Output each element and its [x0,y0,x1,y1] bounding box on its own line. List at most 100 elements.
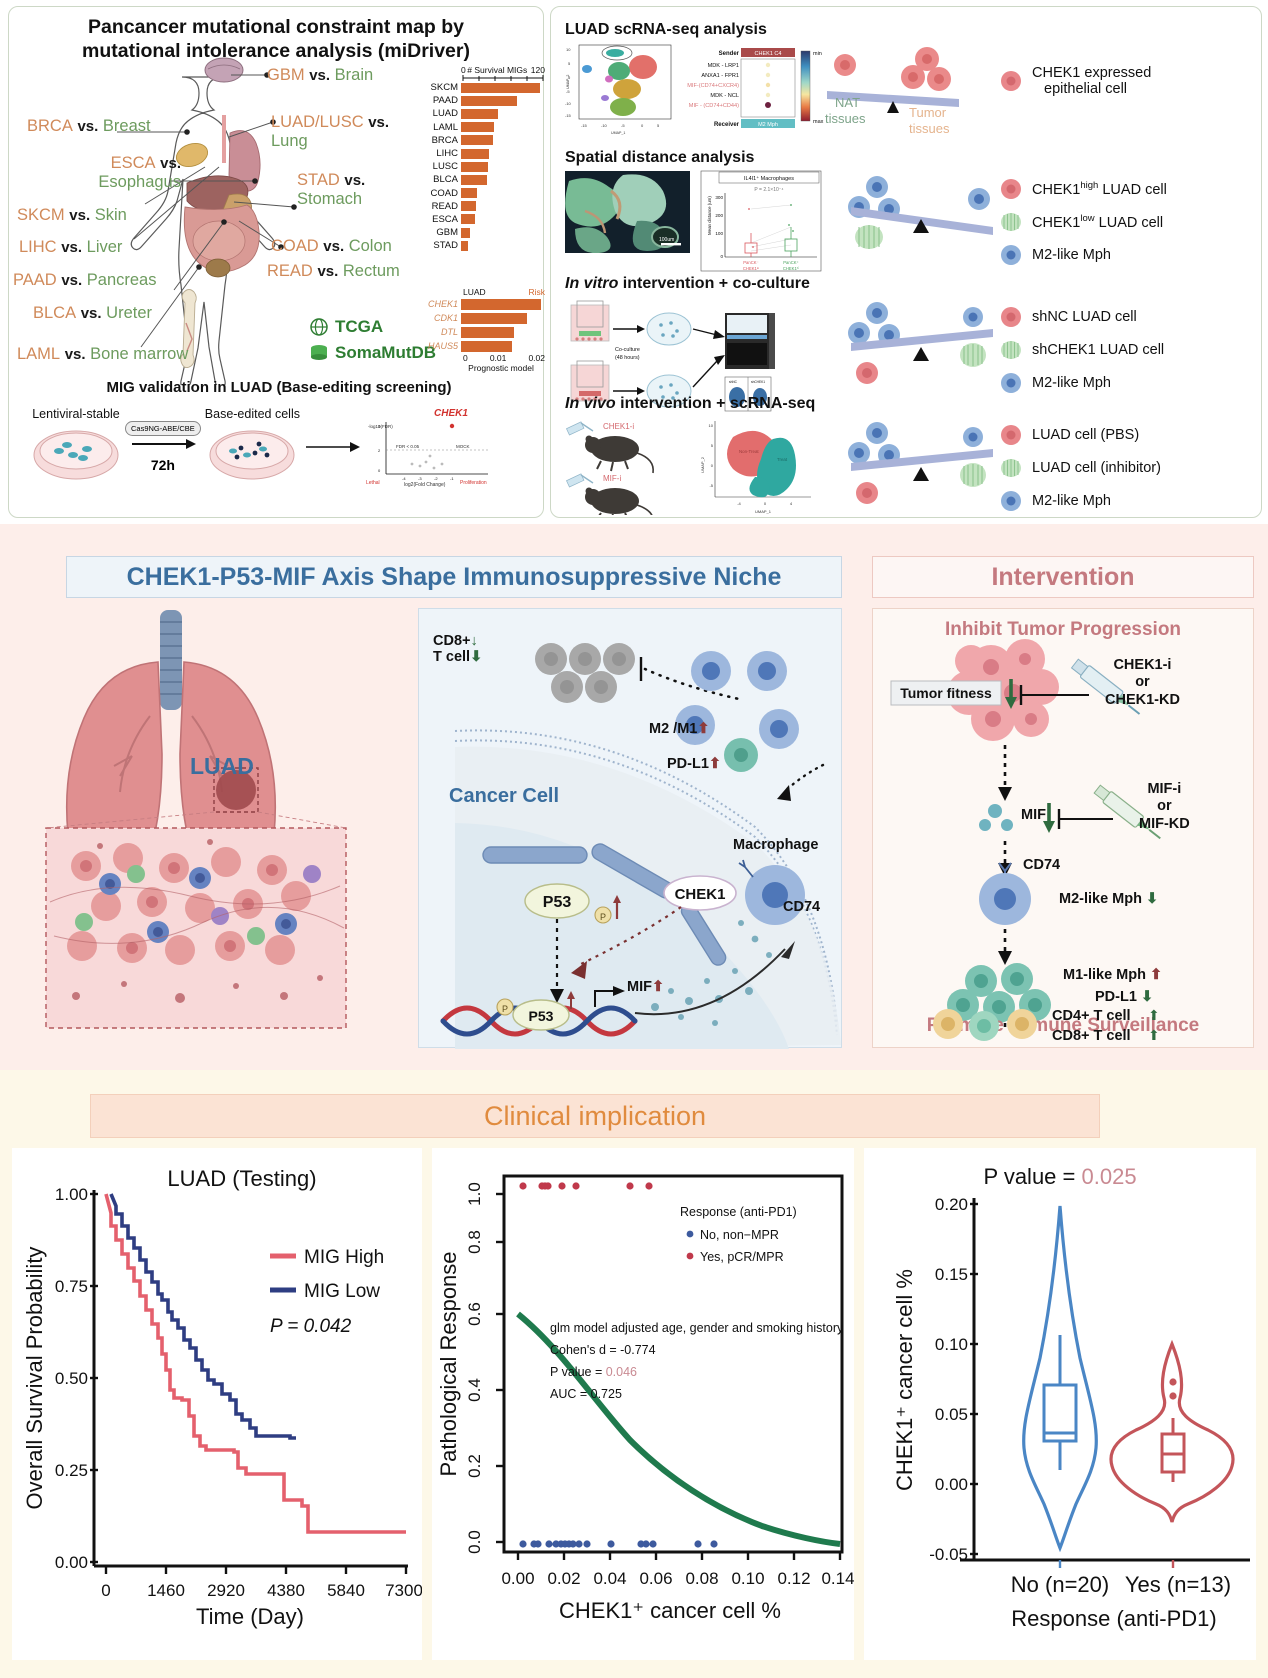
violin-shape-yes [1109,1339,1235,1523]
svg-text:0: 0 [764,501,767,506]
syringe-icon-mif [1093,784,1161,840]
svg-text:Non-Treat: Non-Treat [739,449,759,454]
km-legend-mig-high: MIG High [304,1247,384,1268]
glm-annotation-auc: AUC = 0.725 [550,1387,622,1401]
km-pvalue: P = 0.042 [270,1316,352,1337]
green-cell-icon [855,225,883,249]
transwell-top-icon [570,300,610,342]
svg-text:5840: 5840 [327,1581,365,1600]
svg-text:0: 0 [641,123,644,128]
km-legend-mig-low: MIG Low [304,1281,380,1302]
mig-bar-label: STAD [433,240,458,252]
glm-legend-title: Response (anti-PD1) [680,1205,797,1219]
violin-group-yes: Yes (n=13) [1125,1572,1231,1597]
svg-text:1.0: 1.0 [465,1182,484,1206]
svg-text:-2: -2 [434,476,438,481]
svg-text:0.4: 0.4 [465,1378,484,1402]
svg-text:5: 5 [657,123,660,128]
svg-text:P = 2.1×10⁻⁴: P = 2.1×10⁻⁴ [754,187,783,193]
mig-bar-row: STAD [427,239,545,252]
svg-text:MOCK: MOCK [456,444,470,449]
svg-text:shCHEK1: shCHEK1 [751,380,765,384]
organ-label-blca: BLCA vs. Ureter [33,304,152,322]
svg-text:0.08: 0.08 [685,1569,718,1588]
svg-text:0.15: 0.15 [935,1265,968,1284]
svg-text:-15: -15 [565,113,572,118]
legend-text-line2: epithelial cell [1044,81,1128,97]
glm-annotation-cohen: Cohen's d = -0.774 [550,1343,656,1357]
legend-item-m2-mph-2: M2-like Mph [999,371,1164,395]
mig-bar-row: ESCA [427,213,545,226]
leader-lines [117,72,297,348]
chek1-inhibitor-label: CHEK1-i or CHEK1-KD [1105,657,1180,708]
svg-text:PanCK⁺: PanCK⁺ [783,260,798,265]
svg-text:3: 3 [378,424,381,429]
cd4-tcell-label: CD4+ T cell [1052,1008,1131,1024]
mig-bar-label: LIHC [436,148,458,160]
legend-text-line1: CHEK1 expressed [1032,65,1152,81]
legend-item-shnc: shNC LUAD cell [999,305,1164,329]
mig-bar-label: BLCA [433,174,458,186]
svg-text:CHEK1 C4: CHEK1 C4 [755,51,782,57]
invitro-coculture-diagram: Co-culture (48 hours) shNC shCHEK1 [570,300,775,412]
svg-text:100um: 100um [659,237,674,243]
organ-label-luad-lusc: LUAD/LUSC vs. Lung [271,113,390,150]
tcga-label: TCGA [335,317,384,336]
mig-bar [461,122,494,133]
svg-text:0.8: 0.8 [465,1230,484,1254]
cd8-tcell-label: CD8+↓ T cell⬇ [433,633,483,665]
mig-bar [461,148,489,159]
svg-text:Receiver: Receiver [714,122,740,128]
intervention-title-box: Intervention [872,556,1254,598]
legend-group-3: shNC LUAD cell shCHEK1 LUAD cell M2-like… [999,305,1164,404]
mig-bar-label: PAAD [432,95,458,107]
svg-text:-10: -10 [601,123,608,128]
violin-plot-card: P value = 0.025 0.20 0.15 0.10 0.05 0.00 -0.… [864,1148,1256,1660]
human-body-illustration [130,57,276,385]
database-icon [311,345,327,360]
chek1-violin-plot: P value = 0.025 0.20 0.15 0.10 0.05 0.00 -0.… [892,1164,1250,1631]
mig-validation-flow: Lentiviral-stable Cas9NG-ABE/CBE 72h Bas… [19,404,539,490]
experimental-workflow-panel: LUAD scRNA-seq analysis 10 5 0 -5 -10 -15 -1… [550,6,1262,518]
risk-bar-row: HAUS5 [427,339,545,353]
mig-axis [462,75,544,81]
glm-response-plot: 0.0 0.2 0.4 0.6 0.8 1.0 Pathological Res… [436,1174,855,1623]
cas9-enzyme-label: Cas9NG-ABE/CBE [125,421,201,436]
blue-mph-icon [1001,491,1021,511]
svg-text:200: 200 [715,213,723,218]
svg-text:10: 10 [566,47,571,52]
mig-bar [461,227,470,238]
svg-text:10: 10 [709,423,714,428]
risk-header-risk: Risk [528,287,545,297]
legend-item-m2-mph-3: M2-like Mph [999,489,1161,513]
svg-text:Co-culture: Co-culture [615,347,640,353]
risk-bar [461,326,515,338]
km-plot-title: LUAD (Testing) [167,1166,316,1191]
svg-text:FDR < 0.05: FDR < 0.05 [396,444,420,449]
svg-text:UMAP_2: UMAP_2 [566,75,570,89]
legend-item-luad-inhibitor: LUAD cell (inhibitor) [999,456,1161,480]
violin-pvalue-label: P value = 0.025 [983,1164,1136,1189]
mechanism-title-box: CHEK1-P53-MIF Axis Shape Immunosuppressi… [66,556,842,598]
svg-text:0.00: 0.00 [501,1569,534,1588]
svg-text:-5: -5 [621,123,625,128]
mig-x-max: 120 [530,65,545,75]
cancer-cell-diagram-box: P53 P CHEK1 P53 P [418,608,842,1049]
glm-ylabel: Pathological Response [436,1251,461,1476]
green-cell-icon [1001,341,1021,359]
organ-label-coad: COAD vs. Colon [271,237,392,255]
red-cell-icon [1001,71,1021,91]
svg-text:min: min [813,51,822,57]
svg-text:0.04: 0.04 [593,1569,626,1588]
m2-mph-down-label: M2-like Mph ⬇ [1059,891,1159,907]
mig-bar-row: SKCM [427,81,545,94]
pdl1-down-label: PD-L1 ⬇ [1095,989,1154,1005]
svg-text:UMAP_2: UMAP_2 [700,456,705,473]
svg-text:0: 0 [720,254,723,259]
cancer-cell-mechanism-svg: P53 P CHEK1 P53 P [440,643,841,1049]
section-title-scrna: LUAD scRNA-seq analysis [565,21,767,38]
violin-shape-no [1022,1205,1098,1553]
svg-text:UMAP_1: UMAP_1 [611,131,625,135]
svg-text:-5: -5 [566,89,570,94]
svg-text:100: 100 [715,231,723,236]
